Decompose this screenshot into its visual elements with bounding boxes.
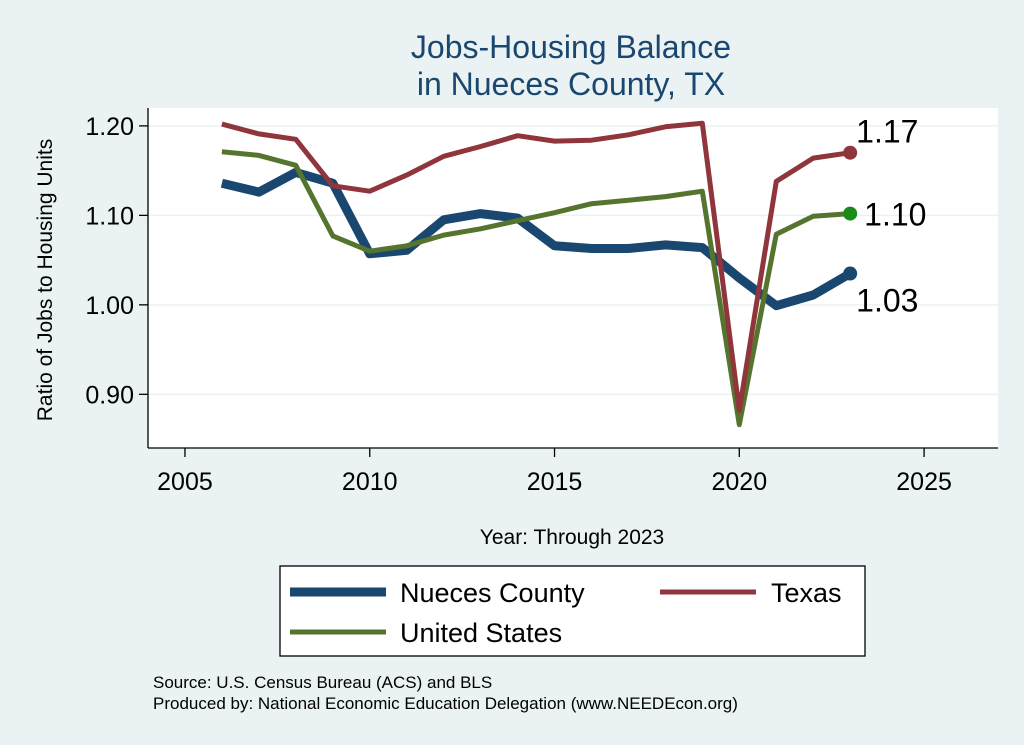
x-tick-label: 2015 [527,468,583,496]
end-marker-texas [843,145,858,160]
series-line-united-states [221,149,851,428]
y-tick-label: 1.10 [85,202,134,230]
x-axis-label: Year: Through 2023 [480,526,665,549]
legend: Nueces County Texas United States [279,565,866,657]
y-tick-label: 1.00 [85,292,134,320]
legend-box [279,565,866,657]
legend-label-us: United States [400,618,562,648]
end-marker-united-states [843,206,858,221]
end-label-nueces-county: 1.03 [856,283,918,319]
y-axis-label: Ratio of Jobs to Housing Units [34,139,57,421]
y-tick-label: 1.20 [85,113,134,141]
x-tick-label: 2020 [711,468,767,496]
legend-label-texas: Texas [771,578,842,608]
x-tick-label: 2025 [896,468,952,496]
end-label-texas: 1.17 [856,114,918,150]
chart-title-line-2: in Nueces County, TX [417,66,725,102]
series-line-texas [221,120,851,413]
y-tick-label: 0.90 [85,381,134,409]
x-axis-ticks: 2005 2010 2015 2020 2025 [157,448,952,496]
chart-title-line-1: Jobs-Housing Balance [411,29,731,65]
end-label-united-states: 1.10 [864,197,926,233]
series-end-markers: 1.03 1.17 1.10 [843,114,926,319]
end-marker-nueces-county [843,266,858,281]
series-lines [220,120,853,428]
y-axis-ticks: 0.90 1.00 1.10 1.20 [85,113,148,409]
source-note: Source: U.S. Census Bureau (ACS) and BLS [153,673,492,692]
x-tick-label: 2010 [342,468,398,496]
legend-label-nueces: Nueces County [400,578,585,608]
producer-note: Produced by: National Economic Education… [153,694,738,713]
x-tick-label: 2005 [157,468,213,496]
